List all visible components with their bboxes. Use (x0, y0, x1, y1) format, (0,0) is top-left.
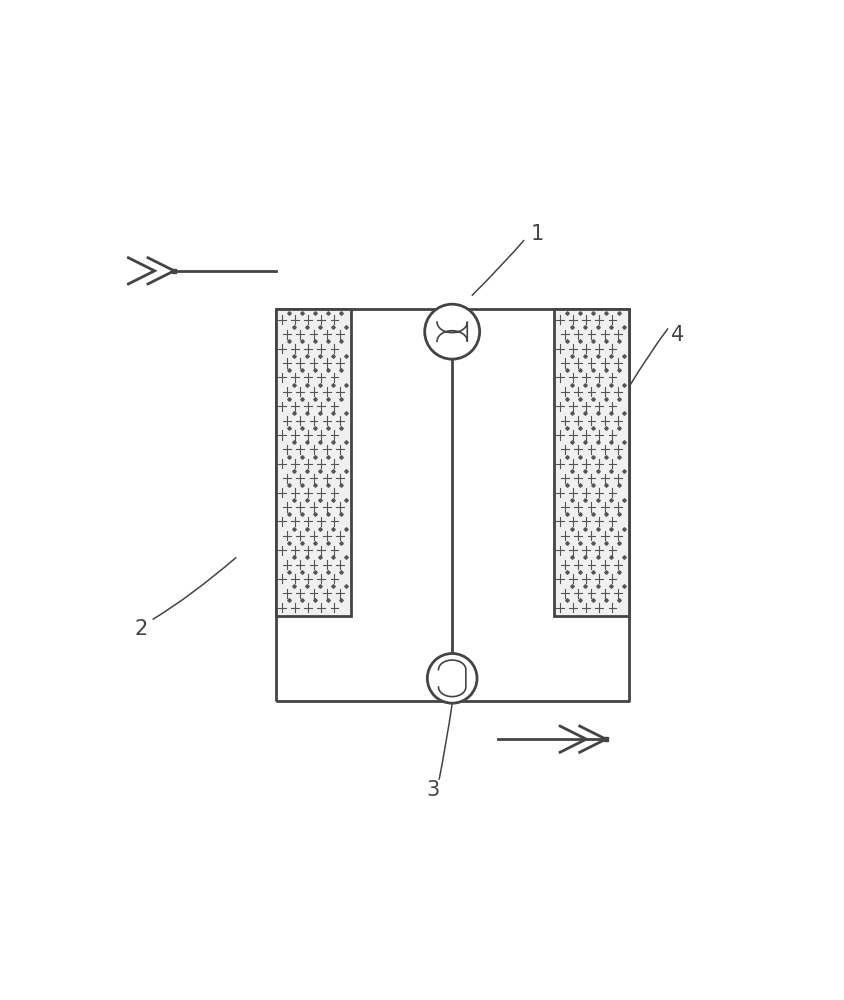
Text: 2: 2 (135, 619, 148, 639)
Bar (554, 309, 629, 616)
Text: 1: 1 (531, 224, 544, 244)
Text: 4: 4 (671, 325, 684, 345)
Bar (276, 309, 351, 616)
Circle shape (425, 304, 479, 359)
Circle shape (427, 653, 477, 703)
Text: 3: 3 (426, 780, 439, 800)
